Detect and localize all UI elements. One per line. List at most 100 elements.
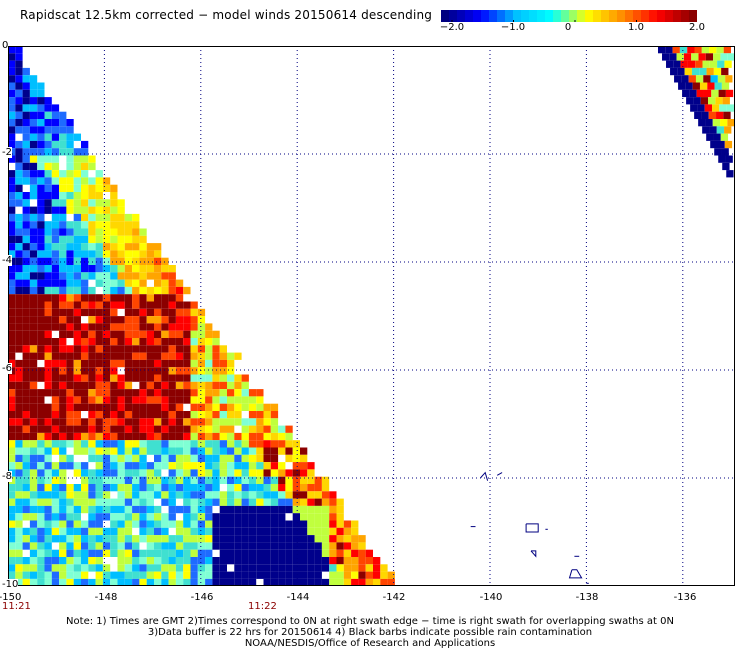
wind-diff-cell (278, 440, 286, 448)
wind-diff-cell (285, 564, 293, 572)
wind-diff-cell (102, 243, 111, 251)
wind-diff-cell (248, 535, 257, 543)
wind-diff-cell (175, 389, 184, 397)
wind-diff-cell (197, 498, 206, 506)
wind-diff-cell (241, 542, 249, 550)
wind-diff-cell (725, 155, 733, 163)
wind-diff-cell (29, 381, 38, 390)
wind-diff-cell (146, 352, 154, 360)
wind-diff-cell (190, 498, 198, 506)
wind-diff-cell (197, 476, 206, 484)
wind-diff-cell (44, 374, 52, 382)
wind-diff-cell (358, 557, 366, 565)
wind-diff-cell (44, 462, 52, 470)
wind-diff-cell (146, 381, 154, 390)
wind-diff-cell (117, 279, 125, 287)
wind-diff-cell (219, 549, 227, 557)
wind-diff-cell (22, 119, 30, 127)
wind-diff-cell (234, 418, 242, 426)
wind-diff-cell (205, 469, 213, 477)
wind-diff-cell (212, 367, 220, 375)
wind-diff-cell (81, 520, 89, 528)
wind-diff-cell (168, 549, 176, 557)
wind-diff-cell (701, 46, 710, 54)
wind-diff-cell (73, 498, 81, 506)
wind-diff-cell (234, 411, 242, 419)
wind-diff-cell (161, 345, 169, 353)
wind-diff-cell (248, 505, 257, 514)
wind-diff-cell (292, 578, 300, 586)
wind-diff-cell (81, 425, 89, 433)
wind-diff-cell (59, 535, 67, 543)
wind-diff-cell (15, 301, 23, 309)
wind-diff-cell (102, 206, 111, 214)
wind-diff-cell (124, 221, 133, 229)
wind-diff-cell (270, 418, 279, 426)
wind-diff-cell (73, 323, 81, 331)
wind-diff-cell (117, 440, 125, 448)
wind-diff-cell (44, 221, 52, 229)
wind-diff-cell (95, 381, 103, 390)
wind-diff-cell (124, 513, 133, 521)
wind-diff-cell (51, 557, 60, 565)
wind-diff-cell (175, 294, 184, 302)
wind-diff-cell (66, 345, 74, 353)
wind-diff-cell (227, 520, 235, 528)
wind-diff-cell (139, 447, 147, 455)
wind-diff-cell (307, 498, 315, 506)
wind-diff-cell (29, 111, 38, 119)
wind-diff-cell (44, 316, 52, 324)
wind-diff-cell (263, 425, 271, 433)
wind-diff-cell (15, 462, 23, 470)
wind-diff-cell (718, 155, 726, 163)
wind-diff-cell (124, 243, 133, 251)
lon-tick-label: -136 (673, 592, 697, 603)
wind-diff-cell (102, 359, 111, 368)
wind-diff-cell (205, 352, 213, 360)
wind-diff-cell (51, 484, 60, 492)
wind-diff-cell (256, 491, 264, 499)
wind-diff-cell (29, 330, 38, 338)
wind-diff-cell (102, 527, 111, 536)
wind-diff-cell (95, 491, 103, 499)
wind-diff-cell (124, 425, 133, 433)
wind-diff-cell (248, 396, 257, 404)
colorbar (441, 10, 697, 22)
wind-diff-cell (81, 323, 89, 331)
wind-diff-cell (227, 476, 235, 484)
wind-diff-cell (212, 535, 220, 543)
wind-diff-cell (124, 374, 133, 382)
wind-diff-cell (197, 564, 206, 572)
wind-diff-cell (285, 425, 293, 433)
wind-diff-cell (51, 170, 60, 178)
wind-diff-cell (154, 374, 162, 382)
wind-diff-cell (51, 286, 60, 295)
wind-diff-cell (102, 374, 111, 382)
wind-diff-cell (51, 250, 60, 258)
wind-diff-cell (307, 469, 315, 477)
wind-diff-cell (190, 323, 198, 331)
wind-diff-cell (205, 484, 213, 492)
wind-diff-cell (154, 411, 162, 419)
wind-diff-cell (234, 389, 242, 397)
wind-diff-cell (227, 440, 235, 448)
wind-diff-cell (22, 243, 30, 251)
wind-diff-cell (234, 352, 242, 360)
wind-diff-cell (95, 454, 103, 463)
wind-diff-cell (22, 199, 30, 207)
wind-diff-cell (37, 265, 45, 273)
wind-diff-cell (175, 286, 184, 295)
colorbar-swatch (529, 10, 538, 22)
wind-diff-cell (146, 294, 154, 302)
wind-diff-cell (227, 374, 235, 382)
wind-diff-cell (343, 564, 352, 572)
wind-diff-cell (132, 549, 140, 557)
wind-diff-cell (183, 411, 191, 419)
wind-diff-cell (175, 301, 184, 309)
wind-diff-cell (139, 389, 147, 397)
wind-difference-map (8, 46, 735, 586)
wind-diff-cell (8, 53, 16, 61)
wind-diff-cell (197, 396, 206, 404)
wind-diff-cell (314, 513, 322, 521)
wind-diff-cell (81, 476, 89, 484)
